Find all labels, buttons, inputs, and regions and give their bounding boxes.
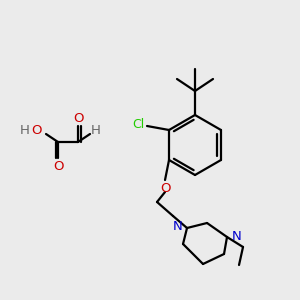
Text: H: H xyxy=(91,124,101,136)
Text: O: O xyxy=(73,112,83,124)
Text: N: N xyxy=(172,220,182,233)
Text: H: H xyxy=(20,124,30,136)
Text: O: O xyxy=(53,160,63,172)
Text: O: O xyxy=(160,182,170,194)
Text: N: N xyxy=(232,230,242,244)
Text: O: O xyxy=(32,124,42,136)
Text: Cl: Cl xyxy=(132,118,144,131)
